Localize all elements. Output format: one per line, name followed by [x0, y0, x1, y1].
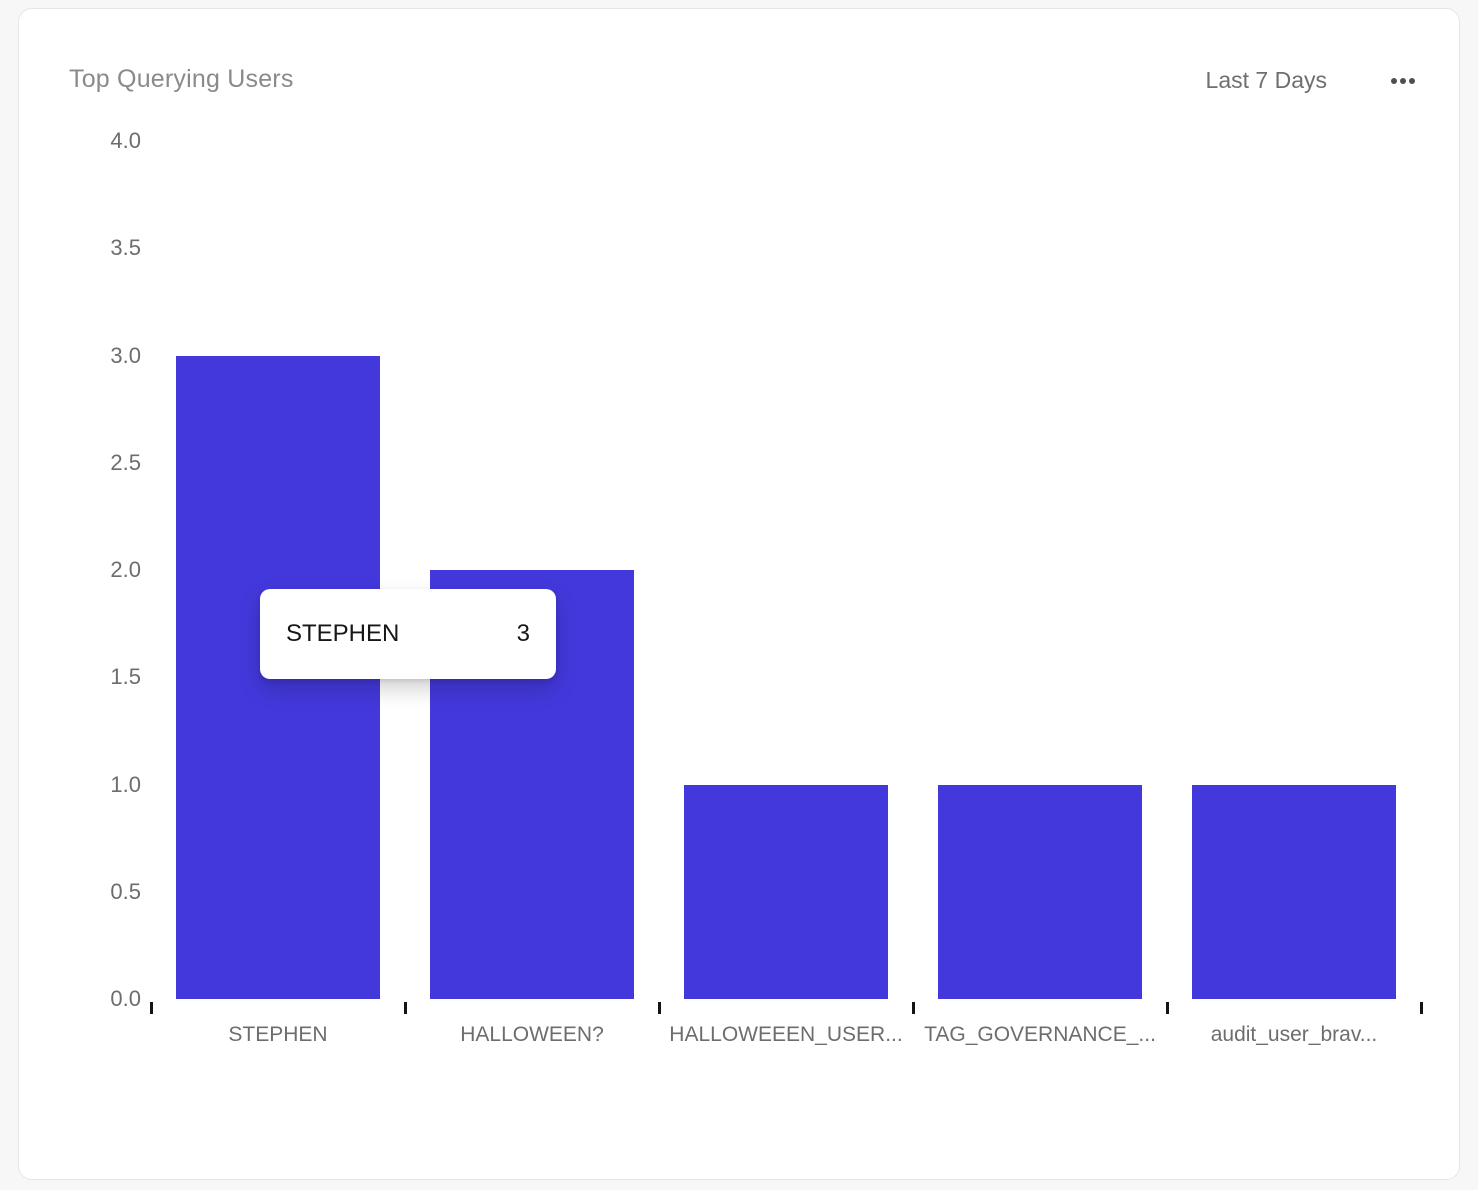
x-axis: STEPHEN HALLOWEEN? HALLOWEEEN_USER... TAG_G… [151, 1023, 1421, 1055]
category-band [151, 141, 405, 999]
category-band [659, 141, 913, 999]
more-options-button[interactable] [1385, 67, 1421, 95]
x-axis-tick-label: TAG_GOVERNANCE_... [924, 1023, 1156, 1046]
category-band [913, 141, 1167, 999]
x-axis-tick-mark [1165, 1002, 1169, 1014]
bar[interactable] [683, 784, 889, 999]
category-band [1167, 141, 1421, 999]
ellipsis-icon [1391, 78, 1397, 84]
tooltip-label: STEPHEN [286, 620, 400, 647]
y-axis: 4.0 3.5 3.0 2.5 2.0 1.5 1.0 0.5 0.0 [59, 128, 141, 1011]
y-axis-tick-label: 2.5 [110, 449, 141, 475]
y-axis-tick-label: 1.5 [110, 664, 141, 690]
plot-area [149, 141, 1423, 1014]
bar-tooltip: STEPHEN 3 [260, 589, 556, 679]
bar[interactable] [937, 784, 1143, 999]
y-axis-tick-label: 2.0 [110, 557, 141, 582]
y-axis-tick-label: 0.0 [110, 986, 141, 1011]
bar[interactable] [1191, 784, 1397, 999]
ellipsis-icon [1409, 78, 1415, 84]
chart-card: Top Querying Users Last 7 Days 4.0 3.5 3.0… [18, 8, 1460, 1180]
y-axis-tick-label: 4.0 [110, 128, 141, 153]
y-axis-tick-label: 3.0 [110, 342, 141, 368]
x-axis-tick-label: audit_user_brav... [1210, 1023, 1378, 1046]
x-axis-tick-mark [911, 1002, 915, 1014]
time-range-label: Last 7 Days [1205, 67, 1327, 93]
y-axis-tick-label: 0.5 [110, 878, 141, 904]
x-axis-tick-label: HALLOWEEEN_USER... [669, 1023, 903, 1046]
ellipsis-icon [1400, 78, 1406, 84]
x-axis-tick-label: HALLOWEEN? [460, 1023, 604, 1046]
y-axis-tick-label: 3.5 [110, 235, 141, 261]
chart-title: Top Querying Users [69, 65, 294, 93]
x-axis-tick-mark [149, 1002, 153, 1014]
category-band [405, 141, 659, 999]
tooltip-value: 3 [516, 620, 530, 647]
x-axis-tick-mark [403, 1002, 407, 1014]
x-axis-tick-label: STEPHEN [228, 1023, 328, 1046]
y-axis-tick-label: 1.0 [110, 771, 141, 797]
x-axis-tick-mark [1419, 1002, 1423, 1014]
x-axis-tick-mark [657, 1002, 661, 1014]
